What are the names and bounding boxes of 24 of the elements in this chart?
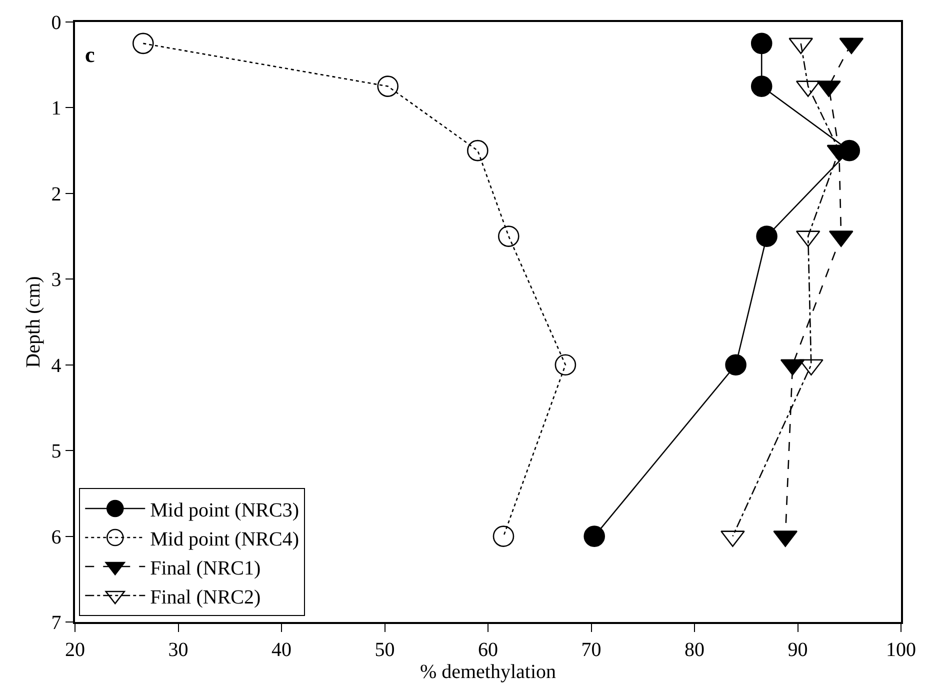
y-tick-label: 4	[51, 354, 62, 377]
x-axis-title: % demethylation	[420, 660, 556, 683]
x-tick-label: 70	[581, 638, 602, 661]
y-tick-label: 5	[51, 440, 62, 463]
x-tick-label: 100	[886, 638, 916, 661]
y-axis-title: Depth (cm)	[22, 276, 44, 368]
legend-label: Mid point (NRC4)	[150, 528, 300, 550]
x-tick-label: 60	[478, 638, 498, 661]
y-tick-label: 2	[51, 183, 62, 206]
x-tick-label: 40	[272, 638, 292, 661]
annotation: c	[85, 42, 95, 67]
x-tick-label: 50	[374, 638, 395, 661]
x-tick-label: 90	[788, 638, 808, 661]
x-tick-label: 20	[65, 638, 85, 661]
y-tick-label: 3	[51, 269, 62, 292]
y-tick-label: 0	[51, 12, 62, 34]
y-tick-label: 1	[51, 98, 62, 120]
legend-label: Mid point (NRC3)	[150, 499, 300, 522]
legend-label: Final (NRC1)	[150, 557, 261, 580]
legend-label: Final (NRC2)	[150, 586, 261, 608]
x-tick-label: 80	[684, 638, 704, 661]
y-tick-label: 7	[51, 612, 62, 634]
x-tick-label: 30	[168, 638, 188, 661]
y-tick-label: 6	[51, 526, 62, 548]
